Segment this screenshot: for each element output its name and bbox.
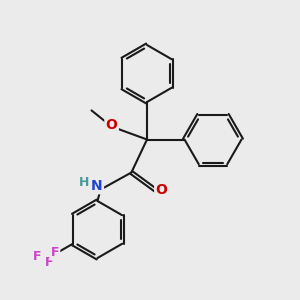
Text: O: O bbox=[155, 184, 167, 197]
Text: F: F bbox=[51, 245, 59, 259]
Text: F: F bbox=[45, 256, 53, 269]
Text: H: H bbox=[79, 176, 89, 190]
Text: F: F bbox=[33, 250, 41, 263]
Text: O: O bbox=[106, 118, 118, 132]
Text: N: N bbox=[91, 179, 103, 193]
